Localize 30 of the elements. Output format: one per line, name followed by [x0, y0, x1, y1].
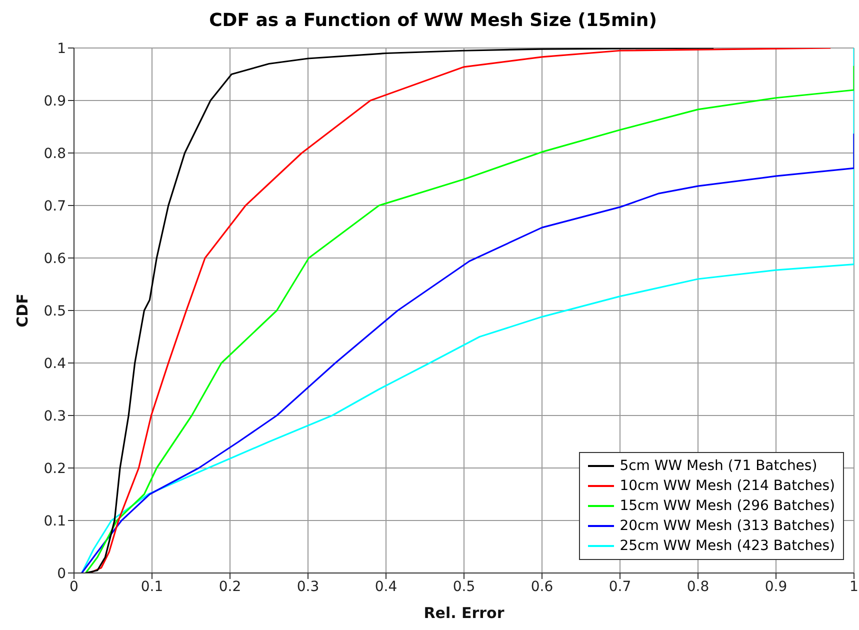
legend-label: 5cm WW Mesh (71 Batches): [620, 458, 818, 474]
legend-label: 10cm WW Mesh (214 Batches): [620, 478, 835, 494]
x-tick-label: 0.3: [296, 578, 320, 595]
legend-label: 25cm WW Mesh (423 Batches): [620, 538, 835, 554]
legend-label: 20cm WW Mesh (313 Batches): [620, 518, 835, 534]
y-tick-label: 0: [57, 566, 66, 582]
y-tick-label: 0.3: [44, 408, 66, 424]
x-tick-label: 0.6: [530, 578, 554, 595]
x-tick-label: 0.7: [608, 578, 632, 595]
x-tick-label: 0.1: [140, 578, 164, 595]
x-tick-label: 0.4: [374, 578, 398, 595]
y-tick-label: 0.6: [44, 250, 66, 267]
y-tick-label: 0.5: [44, 303, 66, 320]
y-tick-label: 0.4: [44, 356, 66, 372]
y-tick-label: 0.2: [44, 460, 66, 477]
x-tick-label: 0.8: [686, 578, 710, 595]
x-axis-title: Rel. Error: [424, 604, 505, 622]
y-tick-label: 0.9: [44, 93, 66, 110]
y-tick-label: 1: [57, 40, 66, 57]
x-tick-label: 0.5: [452, 578, 476, 595]
x-tick-label: 1: [850, 578, 858, 595]
y-axis-title: CDF: [13, 294, 32, 328]
x-tick-label: 0: [70, 578, 78, 595]
chart-title: CDF as a Function of WW Mesh Size (15min): [208, 10, 658, 31]
legend-label: 15cm WW Mesh (296 Batches): [620, 498, 835, 514]
x-tick-label: 0.9: [764, 578, 788, 595]
x-tick-label: 0.2: [218, 578, 242, 595]
y-tick-label: 0.8: [44, 146, 66, 162]
y-tick-label: 0.1: [44, 513, 66, 530]
y-tick-label: 0.7: [44, 198, 66, 214]
